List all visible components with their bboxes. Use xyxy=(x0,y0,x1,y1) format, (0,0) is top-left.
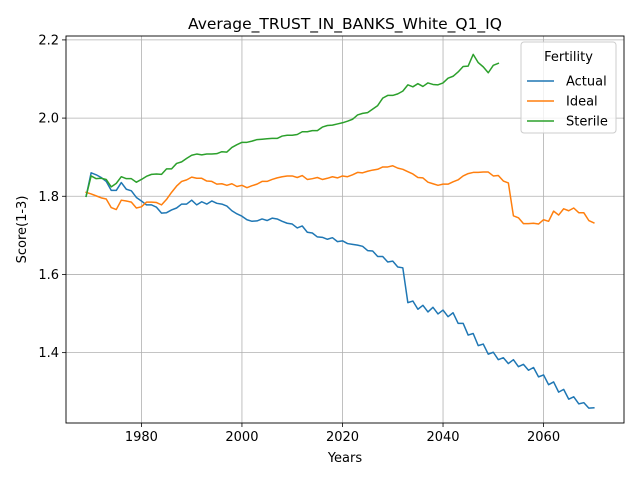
chart-title: Average_TRUST_IN_BANKS_White_Q1_IQ xyxy=(188,15,502,34)
legend-box xyxy=(520,41,617,134)
plot-area-frame xyxy=(65,35,625,424)
series-line-actual xyxy=(85,172,595,409)
series-line-sterile xyxy=(85,53,500,198)
legend-entries: Actual Ideal Sterile xyxy=(527,75,608,130)
legend-title: Fertility xyxy=(544,50,593,65)
x-tick-label: 1980 xyxy=(125,430,158,445)
x-tick-label: 2020 xyxy=(326,430,359,445)
legend-label-actual: Actual xyxy=(566,75,607,90)
y-tick-label: 2.0 xyxy=(38,112,59,127)
series-lines xyxy=(85,53,595,409)
y-tick-label: 1.4 xyxy=(38,346,59,361)
axis-ticks: 1980 2000 2020 2040 2060 1.4 1.6 1.8 2.0 2.2 xyxy=(38,33,560,445)
y-tick-label: 2.2 xyxy=(38,33,59,48)
legend-label-ideal: Ideal xyxy=(566,95,598,110)
x-tick-label: 2060 xyxy=(527,430,560,445)
y-tick-label: 1.8 xyxy=(38,190,59,205)
x-axis-label: Years xyxy=(327,451,363,466)
y-axis-label: Score(1-3) xyxy=(15,196,30,264)
legend: Fertility Actual Ideal Sterile xyxy=(520,41,617,134)
legend-label-sterile: Sterile xyxy=(566,115,608,130)
series-line-ideal xyxy=(85,165,595,225)
x-tick-label: 2000 xyxy=(225,430,258,445)
y-tick-label: 1.6 xyxy=(38,268,59,283)
grid xyxy=(66,36,624,423)
x-tick-label: 2040 xyxy=(426,430,459,445)
